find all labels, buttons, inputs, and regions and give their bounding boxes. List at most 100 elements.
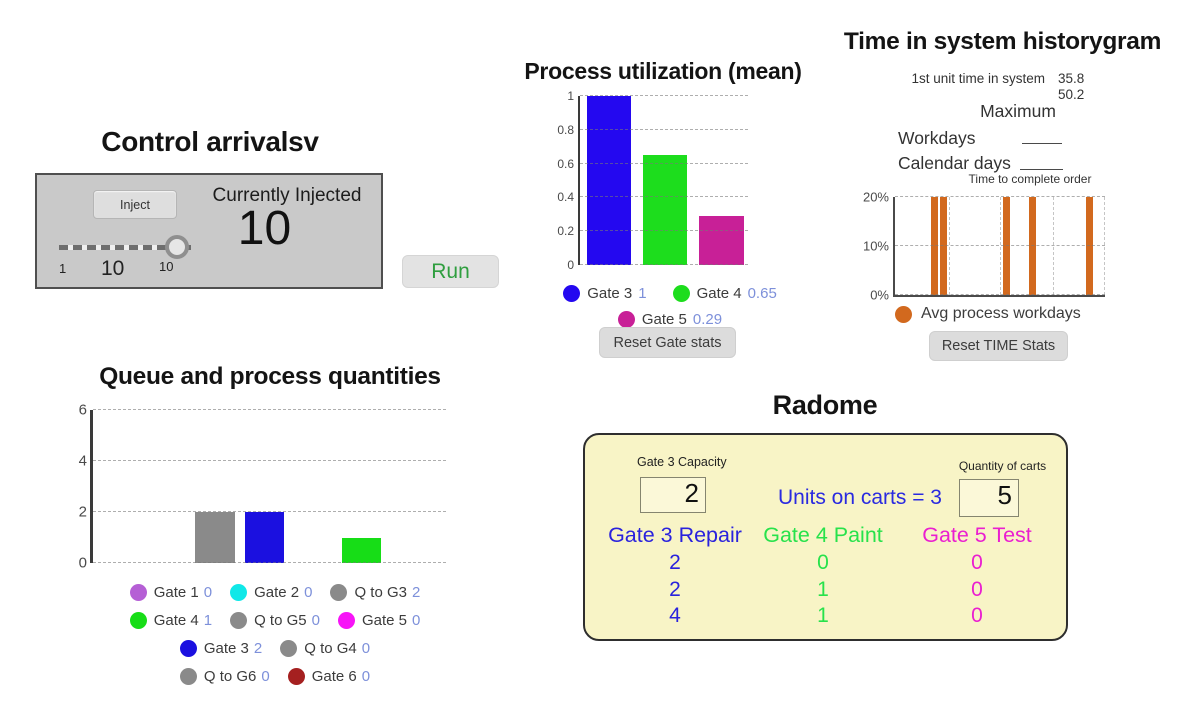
radome-title: Radome <box>772 390 878 420</box>
legend-label: Q to G3 <box>354 583 407 601</box>
legend-label: Gate 2 <box>254 583 300 601</box>
legend-dot-icon <box>895 305 912 323</box>
reset-gate-stats-button[interactable]: Reset Gate stats <box>599 327 736 358</box>
legend-value: 0 <box>361 639 371 657</box>
gridline <box>93 510 446 512</box>
gate-column-value: 0 <box>971 551 983 574</box>
legend-label: Gate 6 <box>311 667 357 685</box>
inject-slider-track[interactable] <box>59 245 191 250</box>
gridline <box>895 245 1105 246</box>
time-in-system-legend: Avg process workdays <box>895 305 1115 323</box>
bar <box>586 96 632 265</box>
gate-column-value: 4 <box>669 604 681 627</box>
legend-label: Q to G6 <box>203 667 257 685</box>
gate-column-value: 2 <box>669 551 681 574</box>
legend-value: 1 <box>638 284 647 302</box>
control-arrivals-panel: Inject Currently Injected 10 1 10 10 <box>35 173 383 289</box>
legend-value: 0 <box>361 667 371 685</box>
legend-dot-icon <box>179 667 197 685</box>
legend-dot-icon <box>129 583 147 601</box>
gate-column: Gate 5 Test 0 0 0 <box>907 523 1047 630</box>
legend-label: Q to G5 <box>254 611 307 629</box>
legend-value: 0 <box>304 583 313 601</box>
maximum-time-value: 50.2 <box>1058 87 1085 102</box>
legend-dot-icon <box>179 639 197 657</box>
gate-column-header: Gate 5 Test <box>922 523 1032 547</box>
bar <box>939 197 947 295</box>
legend-item: Gate 3 1 <box>563 284 647 302</box>
legend-dot-icon <box>330 583 348 601</box>
gridline-vertical <box>1052 197 1054 295</box>
gate3-capacity-input[interactable]: 2 <box>640 477 706 513</box>
gridline <box>93 562 446 563</box>
quantity-of-carts-label: Quantity of carts <box>958 459 1047 473</box>
legend-label: Gate 5 <box>641 310 687 328</box>
gate-column-value: 1 <box>817 604 829 627</box>
legend-label: Gate 4 <box>153 611 199 629</box>
legend-value: 1 <box>203 611 213 629</box>
gridline <box>580 95 748 96</box>
bar <box>1002 197 1010 295</box>
bar <box>643 155 687 265</box>
y-tick-label: 0% <box>870 287 889 303</box>
bar <box>195 512 236 563</box>
y-tick-label: 0.8 <box>557 122 574 137</box>
legend-row: Avg process workdays <box>895 305 1115 323</box>
legend-dot-icon <box>280 639 298 657</box>
queue-quantities-chart: 6 4 2 0 <box>79 402 446 572</box>
legend-item: Q to G5 0 <box>230 611 320 629</box>
legend-label: Gate 4 <box>696 284 742 302</box>
legend-dot-icon <box>672 284 690 302</box>
bar <box>341 537 382 563</box>
workdays-label: Workdays <box>898 128 976 148</box>
legend-dot-icon <box>129 611 147 629</box>
queue-quantities-title: Queue and process quantities <box>99 363 441 390</box>
legend-label: Gate 3 <box>203 639 249 657</box>
legend-value: 0 <box>311 611 320 629</box>
maximum-label: Maximum <box>980 101 1056 121</box>
time-in-system-title: Time in system historygram <box>843 28 1162 55</box>
slider-current-value-label: 10 <box>101 257 125 280</box>
inject-slider-knob[interactable] <box>165 235 189 259</box>
gate-column-header: Gate 4 Paint <box>763 523 883 547</box>
gridline-vertical <box>1000 197 1002 295</box>
bar <box>699 216 744 265</box>
legend-value: 0.29 <box>692 310 723 328</box>
y-tick-label: 0 <box>567 258 574 272</box>
gridline <box>580 162 748 164</box>
gridline <box>580 264 748 265</box>
gate-column-value: 1 <box>817 577 829 601</box>
legend-item: Gate 4 0.65 <box>672 284 777 302</box>
gridline <box>580 196 748 198</box>
reset-time-stats-button[interactable]: Reset TIME Stats <box>929 331 1068 361</box>
legend-value: 0 <box>261 667 270 685</box>
legend-value: 0 <box>203 583 213 601</box>
gate-column-value: 0 <box>817 551 829 574</box>
y-tick-label: 2 <box>78 503 87 521</box>
legend-item: Q to G6 0 <box>179 667 270 685</box>
legend-value: 0.65 <box>747 284 777 302</box>
legend-item: Q to G4 0 <box>280 639 371 657</box>
gate-column-value: 0 <box>971 604 983 627</box>
legend-row: Gate 3 1 Gate 4 0.65 <box>530 280 810 306</box>
legend-value: 2 <box>253 639 263 657</box>
legend-label: Gate 3 <box>587 284 633 302</box>
legend-label: Avg process workdays <box>921 305 1081 322</box>
run-button[interactable]: Run <box>402 255 499 288</box>
quantity-of-carts-input[interactable]: 5 <box>959 479 1019 517</box>
inject-button[interactable]: Inject <box>93 190 177 219</box>
first-unit-time-label: 1st unit time in system <box>911 71 1045 86</box>
y-tick-label: 0.2 <box>557 224 574 239</box>
bar <box>244 512 284 563</box>
gate3-capacity-label: Gate 3 Capacity <box>637 455 727 469</box>
legend-dot-icon <box>337 611 355 629</box>
legend-dot-icon <box>230 583 248 601</box>
legend-row: Gate 5 0.29 <box>530 306 810 332</box>
legend-dot-icon <box>287 667 305 685</box>
gridline <box>93 409 446 410</box>
